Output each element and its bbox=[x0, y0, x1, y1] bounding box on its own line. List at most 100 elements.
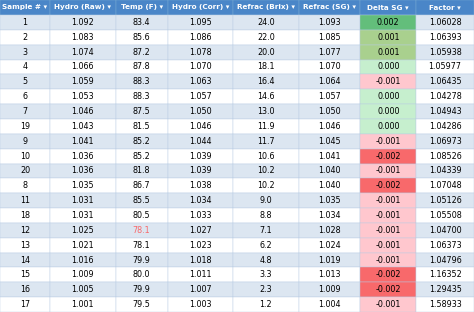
Bar bbox=[116, 15, 168, 30]
Text: 1.04339: 1.04339 bbox=[429, 166, 461, 175]
Text: 1.2: 1.2 bbox=[260, 300, 272, 309]
Text: -0.001: -0.001 bbox=[375, 256, 401, 265]
Text: 1.041: 1.041 bbox=[318, 152, 341, 161]
Bar bbox=[233, 134, 299, 149]
Text: 1.003: 1.003 bbox=[189, 300, 211, 309]
Text: 1.095: 1.095 bbox=[189, 18, 212, 27]
Text: 14.6: 14.6 bbox=[257, 92, 274, 101]
Bar bbox=[233, 119, 299, 134]
Bar bbox=[168, 104, 233, 119]
Text: -0.001: -0.001 bbox=[375, 241, 401, 250]
Text: 1.04943: 1.04943 bbox=[429, 107, 461, 116]
Text: 78.1: 78.1 bbox=[133, 226, 150, 235]
Text: 1: 1 bbox=[23, 18, 27, 27]
Bar bbox=[168, 119, 233, 134]
Bar bbox=[168, 208, 233, 223]
Text: Temp (F) ▾: Temp (F) ▾ bbox=[120, 4, 163, 11]
Bar bbox=[0, 178, 50, 193]
Text: 1.040: 1.040 bbox=[318, 166, 341, 175]
Bar bbox=[50, 149, 116, 163]
Bar bbox=[0, 104, 50, 119]
Bar bbox=[116, 149, 168, 163]
Bar bbox=[299, 297, 360, 312]
Bar bbox=[168, 297, 233, 312]
Text: 88.3: 88.3 bbox=[133, 92, 150, 101]
Text: 1.063: 1.063 bbox=[189, 77, 211, 86]
Text: 87.8: 87.8 bbox=[133, 62, 150, 71]
Bar bbox=[416, 223, 474, 238]
Bar bbox=[116, 45, 168, 60]
Text: 0.000: 0.000 bbox=[377, 62, 400, 71]
Bar bbox=[360, 89, 416, 104]
Text: -0.001: -0.001 bbox=[375, 137, 401, 146]
Text: 1.033: 1.033 bbox=[189, 211, 211, 220]
Text: 1.031: 1.031 bbox=[72, 211, 94, 220]
Text: 1.05126: 1.05126 bbox=[428, 196, 462, 205]
Text: 24.0: 24.0 bbox=[257, 18, 275, 27]
Bar bbox=[233, 149, 299, 163]
Bar bbox=[416, 119, 474, 134]
Bar bbox=[299, 253, 360, 267]
Text: 7: 7 bbox=[22, 107, 27, 116]
Text: 1.034: 1.034 bbox=[189, 196, 211, 205]
Bar bbox=[0, 0, 50, 15]
Bar bbox=[0, 15, 50, 30]
Text: 1.041: 1.041 bbox=[72, 137, 94, 146]
Bar bbox=[168, 193, 233, 208]
Bar bbox=[416, 193, 474, 208]
Text: 18.1: 18.1 bbox=[257, 62, 274, 71]
Text: 1.039: 1.039 bbox=[189, 152, 212, 161]
Bar bbox=[416, 208, 474, 223]
Text: 1.009: 1.009 bbox=[318, 285, 341, 294]
Bar bbox=[50, 15, 116, 30]
Text: 1.077: 1.077 bbox=[318, 48, 341, 56]
Text: 1.085: 1.085 bbox=[318, 33, 341, 42]
Text: 80.0: 80.0 bbox=[133, 271, 150, 279]
Text: 1.04286: 1.04286 bbox=[429, 122, 461, 131]
Text: 78.1: 78.1 bbox=[133, 241, 150, 250]
Text: 4: 4 bbox=[23, 62, 27, 71]
Text: 1.024: 1.024 bbox=[318, 241, 341, 250]
Text: 0.000: 0.000 bbox=[377, 92, 400, 101]
Text: 1.025: 1.025 bbox=[72, 226, 94, 235]
Bar bbox=[0, 134, 50, 149]
Bar bbox=[233, 74, 299, 89]
Text: 1.046: 1.046 bbox=[72, 107, 94, 116]
Text: 18: 18 bbox=[20, 211, 30, 220]
Bar bbox=[233, 223, 299, 238]
Bar bbox=[360, 193, 416, 208]
Text: 1.07048: 1.07048 bbox=[429, 181, 461, 190]
Bar bbox=[360, 149, 416, 163]
Bar bbox=[299, 74, 360, 89]
Text: 1.028: 1.028 bbox=[318, 226, 341, 235]
Bar bbox=[299, 149, 360, 163]
Bar bbox=[116, 104, 168, 119]
Text: 1.005: 1.005 bbox=[72, 285, 94, 294]
Text: 10.6: 10.6 bbox=[257, 152, 274, 161]
Bar bbox=[0, 30, 50, 45]
Bar bbox=[299, 30, 360, 45]
Bar bbox=[0, 297, 50, 312]
Bar bbox=[50, 223, 116, 238]
Text: 1.039: 1.039 bbox=[189, 166, 212, 175]
Text: 1.06973: 1.06973 bbox=[428, 137, 462, 146]
Bar bbox=[168, 163, 233, 178]
Text: 85.5: 85.5 bbox=[133, 196, 151, 205]
Bar bbox=[0, 253, 50, 267]
Bar bbox=[168, 253, 233, 267]
Bar bbox=[360, 30, 416, 45]
Text: 10.2: 10.2 bbox=[257, 181, 275, 190]
Bar bbox=[299, 223, 360, 238]
Text: 1.046: 1.046 bbox=[189, 122, 211, 131]
Bar bbox=[360, 238, 416, 253]
Text: 1.044: 1.044 bbox=[189, 137, 211, 146]
Bar bbox=[299, 238, 360, 253]
Text: 19: 19 bbox=[20, 122, 30, 131]
Text: 3.3: 3.3 bbox=[260, 271, 272, 279]
Text: 1.05508: 1.05508 bbox=[428, 211, 462, 220]
Bar bbox=[116, 238, 168, 253]
Text: 1.04278: 1.04278 bbox=[428, 92, 462, 101]
Bar bbox=[0, 60, 50, 74]
Text: 81.5: 81.5 bbox=[133, 122, 150, 131]
Text: 0.000: 0.000 bbox=[377, 122, 400, 131]
